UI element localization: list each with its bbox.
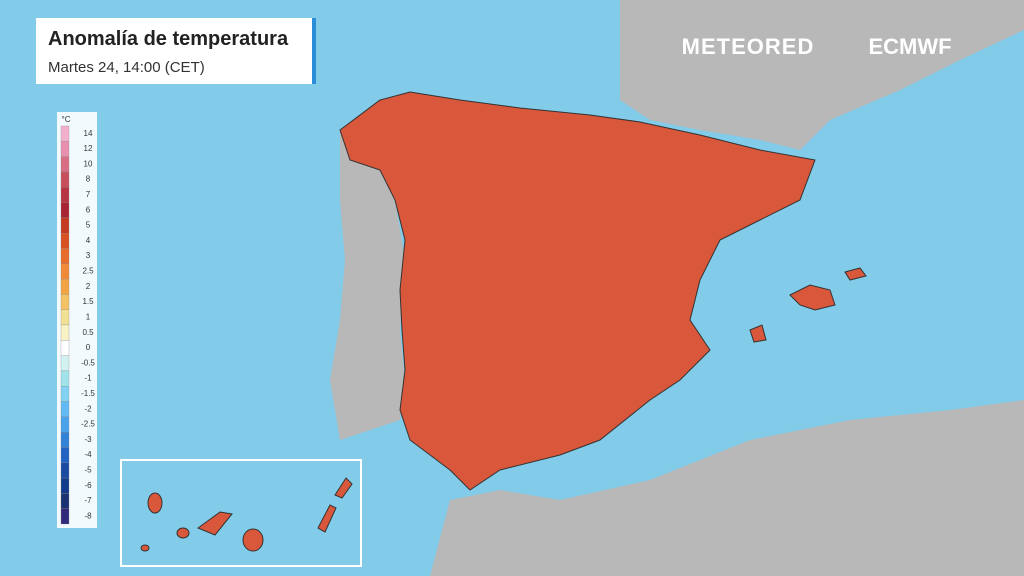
legend-unit: °C [62, 115, 71, 124]
menorca [844, 267, 867, 281]
legend-label: 10 [84, 159, 93, 168]
legend-swatch [60, 355, 70, 372]
subtitle: Martes 24, 14:00 (CET) [48, 59, 205, 76]
legend-label: -8 [84, 511, 92, 520]
legend-label: -3 [84, 435, 92, 444]
legend-label: 1 [86, 312, 91, 321]
legend-label: 3 [86, 251, 91, 260]
legend-swatch [60, 370, 70, 387]
legend-label: -5 [84, 466, 92, 475]
legend-swatch [60, 416, 70, 433]
legend-label: 14 [84, 129, 93, 138]
legend-swatch [60, 278, 70, 295]
legend-swatch [60, 294, 70, 310]
legend-swatch [60, 187, 70, 203]
legend-label: 1.5 [82, 297, 94, 306]
legend-label: -4 [84, 450, 92, 459]
legend-label: 2.5 [82, 267, 94, 276]
legend-swatch [60, 493, 70, 509]
legend-label: 5 [86, 221, 91, 230]
legend-label: -2.5 [81, 420, 95, 429]
legend-label: 12 [84, 144, 93, 153]
legend-label: 2 [86, 282, 91, 291]
legend-label: -7 [84, 496, 92, 505]
legend-swatch [60, 432, 70, 448]
legend-swatch [60, 156, 70, 173]
portugal [330, 130, 405, 440]
legend-swatch [60, 386, 70, 402]
legend-swatch [60, 309, 70, 326]
legend-swatch [60, 462, 70, 479]
legend-swatch [60, 447, 70, 463]
legend-swatch [60, 141, 70, 157]
legend-swatch [60, 125, 70, 142]
legend-swatch [60, 340, 70, 356]
title: Anomalía de temperatura [48, 28, 289, 50]
legend-label: 7 [86, 190, 91, 199]
legend-label: -1.5 [81, 389, 95, 398]
legend-label: 0 [86, 343, 91, 352]
legend-label: 0.5 [82, 328, 94, 337]
legend-swatch [60, 324, 70, 341]
title-accent [312, 18, 316, 84]
legend-swatch [60, 508, 70, 525]
legend-label: 8 [86, 175, 91, 184]
legend-swatch [60, 171, 70, 188]
legend-label: -2 [84, 404, 92, 413]
legend-swatch [60, 217, 70, 234]
legend-swatch [60, 477, 70, 494]
mallorca [789, 284, 836, 311]
canary-inset [120, 459, 362, 567]
legend-label: 6 [86, 205, 91, 214]
ibiza [749, 324, 767, 343]
legend-swatch [60, 233, 70, 249]
logo-meteored: METEORED [682, 34, 815, 59]
africa [430, 400, 1024, 576]
legend-swatch [60, 263, 70, 280]
spain [339, 91, 816, 491]
logo-ecmwf: ECMWF [868, 34, 951, 59]
legend-label: -6 [84, 481, 92, 490]
legend-swatch [60, 401, 70, 417]
legend-label: 4 [86, 236, 91, 245]
legend-label: -1 [84, 374, 92, 383]
legend-label: -0.5 [81, 358, 95, 367]
legend-swatch [60, 202, 70, 218]
legend-swatch [60, 248, 70, 264]
canary-islands [140, 477, 353, 552]
title-box [36, 18, 316, 84]
france [620, 0, 1024, 150]
